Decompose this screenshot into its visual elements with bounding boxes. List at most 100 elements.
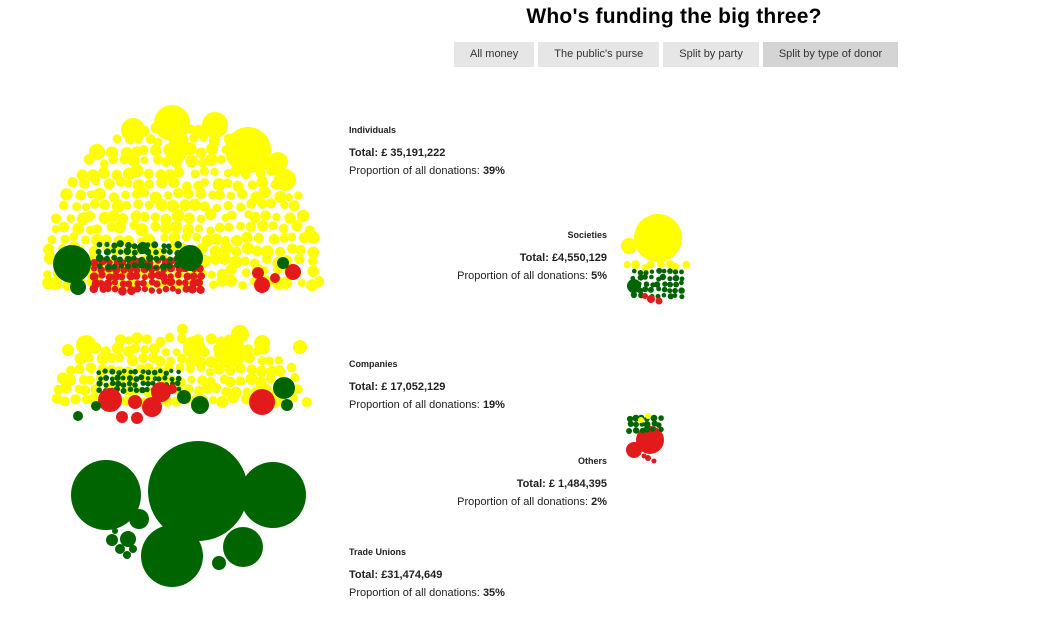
donation-bubble[interactable] <box>206 226 215 235</box>
donation-bubble[interactable] <box>111 254 118 261</box>
donation-bubble[interactable] <box>85 362 97 374</box>
donation-bubble[interactable] <box>129 509 149 529</box>
donation-bubble[interactable] <box>96 380 103 387</box>
donation-bubble[interactable] <box>632 414 640 422</box>
donation-bubble[interactable] <box>265 198 276 209</box>
donation-bubble[interactable] <box>104 241 110 247</box>
donation-bubble[interactable] <box>145 369 152 376</box>
donation-bubble[interactable] <box>151 369 158 376</box>
donation-bubble[interactable] <box>216 275 228 287</box>
donation-bubble[interactable] <box>115 380 122 387</box>
donation-bubble[interactable] <box>133 266 141 274</box>
donation-bubble[interactable] <box>132 369 138 375</box>
donation-bubble[interactable] <box>175 279 183 286</box>
donation-bubble[interactable] <box>258 186 271 199</box>
donation-bubble[interactable] <box>182 285 190 293</box>
donation-bubble[interactable] <box>102 368 108 374</box>
donation-bubble[interactable] <box>621 238 637 254</box>
donation-bubble[interactable] <box>284 212 296 224</box>
donation-bubble[interactable] <box>89 272 99 281</box>
donation-bubble[interactable] <box>277 257 289 269</box>
donation-bubble[interactable] <box>66 365 76 376</box>
donation-bubble[interactable] <box>169 376 175 382</box>
donation-bubble[interactable] <box>85 375 95 385</box>
donation-bubble[interactable] <box>142 397 162 417</box>
donation-bubble[interactable] <box>162 285 170 293</box>
donation-bubble[interactable] <box>59 200 69 210</box>
donation-bubble[interactable] <box>194 278 203 287</box>
donation-bubble[interactable] <box>138 374 145 381</box>
donation-bubble[interactable] <box>249 211 261 223</box>
donation-bubble[interactable] <box>132 262 139 269</box>
donation-bubble[interactable] <box>212 178 226 191</box>
donation-bubble[interactable] <box>111 279 118 286</box>
donation-bubble[interactable] <box>298 232 310 244</box>
donation-bubble[interactable] <box>159 263 168 271</box>
donation-bubble[interactable] <box>294 253 305 265</box>
donation-bubble[interactable] <box>118 286 127 296</box>
donation-bubble[interactable] <box>114 353 125 363</box>
donation-bubble[interactable] <box>243 352 255 364</box>
donation-bubble[interactable] <box>183 212 195 224</box>
donation-bubble[interactable] <box>133 285 142 293</box>
donation-bubble[interactable] <box>89 284 99 294</box>
donation-bubble[interactable] <box>128 369 133 375</box>
donation-bubble[interactable] <box>82 203 91 212</box>
donation-bubble[interactable] <box>153 255 160 262</box>
donation-bubble[interactable] <box>127 355 139 367</box>
donation-bubble[interactable] <box>144 200 154 210</box>
donation-bubble[interactable] <box>111 242 118 249</box>
donation-bubble[interactable] <box>645 455 651 461</box>
donation-bubble[interactable] <box>216 396 229 408</box>
donation-bubble[interactable] <box>168 176 180 189</box>
donation-bubble[interactable] <box>241 268 251 278</box>
donation-bubble[interactable] <box>137 261 145 269</box>
donation-bubble[interactable] <box>58 221 70 233</box>
donation-bubble[interactable] <box>212 556 226 570</box>
donation-bubble[interactable] <box>53 245 91 283</box>
donation-bubble[interactable] <box>141 274 148 281</box>
donation-bubble[interactable] <box>111 199 125 213</box>
donation-bubble[interactable] <box>104 285 112 293</box>
donation-bubble[interactable] <box>96 370 102 376</box>
donation-bubble[interactable] <box>148 441 248 541</box>
donation-bubble[interactable] <box>265 356 274 366</box>
donation-bubble[interactable] <box>133 387 140 393</box>
donation-bubble[interactable] <box>150 380 156 386</box>
donation-bubble[interactable] <box>139 187 150 198</box>
donation-bubble[interactable] <box>295 244 306 255</box>
donation-bubble[interactable] <box>43 270 52 279</box>
donation-bubble[interactable] <box>658 415 664 421</box>
donation-bubble[interactable] <box>106 534 118 546</box>
donation-bubble[interactable] <box>197 158 208 168</box>
donation-bubble[interactable] <box>120 375 126 381</box>
donation-bubble[interactable] <box>272 212 281 222</box>
donation-bubble[interactable] <box>236 202 246 212</box>
donation-bubble[interactable] <box>659 273 667 281</box>
donation-bubble[interactable] <box>235 376 245 386</box>
donation-bubble[interactable] <box>647 286 654 293</box>
donation-bubble[interactable] <box>113 220 126 234</box>
donation-bubble[interactable] <box>208 396 218 405</box>
donation-bubble[interactable] <box>211 233 223 245</box>
donation-bubble[interactable] <box>132 382 138 388</box>
donation-bubble[interactable] <box>177 245 203 271</box>
donation-bubble[interactable] <box>81 235 91 245</box>
donation-bubble[interactable] <box>161 348 170 357</box>
donation-bubble[interactable] <box>279 276 293 290</box>
donation-bubble[interactable] <box>204 208 217 221</box>
donation-bubble[interactable] <box>60 381 72 394</box>
donation-bubble[interactable] <box>293 340 307 354</box>
donation-bubble[interactable] <box>672 287 678 294</box>
donation-bubble[interactable] <box>141 334 152 345</box>
donation-bubble[interactable] <box>307 265 320 278</box>
donation-bubble[interactable] <box>116 411 128 423</box>
donation-bubble[interactable] <box>679 280 684 286</box>
donation-bubble[interactable] <box>254 277 270 293</box>
donation-bubble[interactable] <box>111 263 118 270</box>
donation-bubble[interactable] <box>177 353 187 364</box>
donation-bubble[interactable] <box>134 280 141 287</box>
donation-bubble[interactable] <box>169 368 174 373</box>
donation-bubble[interactable] <box>111 272 121 281</box>
donation-bubble[interactable] <box>165 141 187 163</box>
